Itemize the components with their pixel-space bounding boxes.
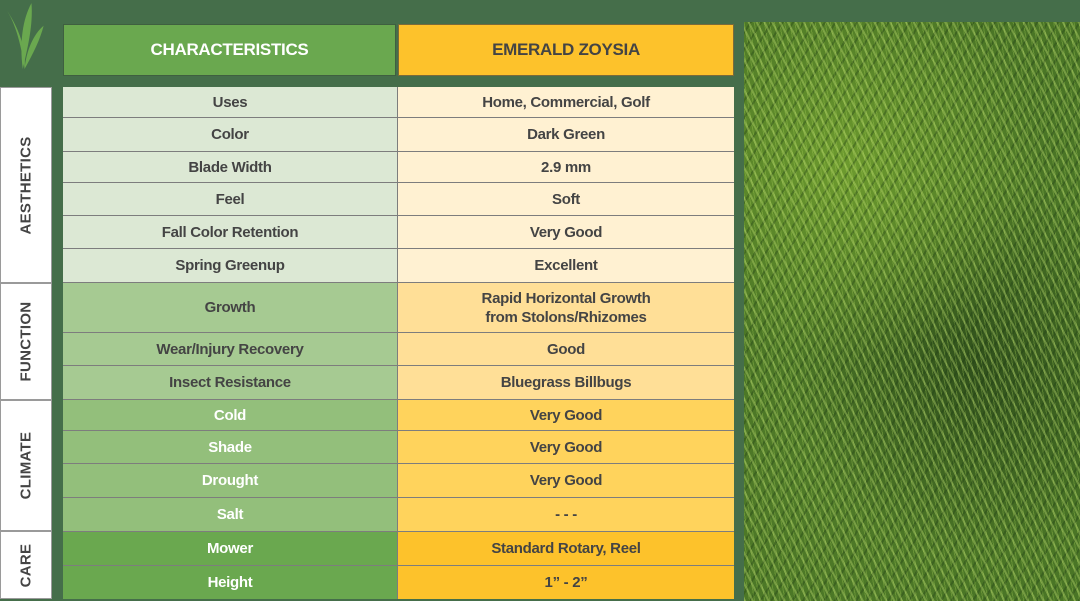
table-row: Spring Greenup Excellent bbox=[63, 249, 734, 283]
value-cell: Rapid Horizontal Growth from Stolons/Rhi… bbox=[398, 283, 734, 333]
characteristic-cell: Spring Greenup bbox=[63, 249, 398, 283]
category-function: FUNCTION bbox=[0, 283, 52, 400]
characteristic-cell: Growth bbox=[63, 283, 398, 333]
value-cell: Soft bbox=[398, 183, 734, 216]
value-line-1: Rapid Horizontal Growth bbox=[481, 289, 651, 307]
characteristic-cell: Uses bbox=[63, 87, 398, 118]
table-row: Shade Very Good bbox=[63, 431, 734, 464]
characteristic-cell: Wear/Injury Recovery bbox=[63, 333, 398, 366]
table-row: Growth Rapid Horizontal Growth from Stol… bbox=[63, 283, 734, 333]
characteristic-cell: Height bbox=[63, 566, 398, 599]
value-cell: Excellent bbox=[398, 249, 734, 283]
grass-photo bbox=[744, 22, 1080, 601]
characteristic-cell: Mower bbox=[63, 532, 398, 566]
value-cell: 2.9 mm bbox=[398, 152, 734, 183]
table-row: Salt - - - bbox=[63, 498, 734, 532]
category-aesthetics: AESTHETICS bbox=[0, 87, 52, 283]
value-cell: Very Good bbox=[398, 400, 734, 431]
variety-header: EMERALD ZOYSIA bbox=[398, 24, 734, 76]
characteristic-cell: Shade bbox=[63, 431, 398, 464]
value-cell: Very Good bbox=[398, 216, 734, 249]
value-cell: Very Good bbox=[398, 464, 734, 498]
table-row: Wear/Injury Recovery Good bbox=[63, 333, 734, 366]
value-cell: Dark Green bbox=[398, 118, 734, 152]
table-row: Blade Width 2.9 mm bbox=[63, 152, 734, 183]
value-cell: Very Good bbox=[398, 431, 734, 464]
characteristic-cell: Cold bbox=[63, 400, 398, 431]
table-row: Fall Color Retention Very Good bbox=[63, 216, 734, 249]
table-row: Mower Standard Rotary, Reel bbox=[63, 532, 734, 566]
value-cell: 1” - 2” bbox=[398, 566, 734, 599]
table-row: Color Dark Green bbox=[63, 118, 734, 152]
category-care: CARE bbox=[0, 531, 52, 599]
characteristic-cell: Blade Width bbox=[63, 152, 398, 183]
table-row: Feel Soft bbox=[63, 183, 734, 216]
characteristic-cell: Drought bbox=[63, 464, 398, 498]
value-cell: Good bbox=[398, 333, 734, 366]
characteristic-cell: Feel bbox=[63, 183, 398, 216]
category-climate: CLIMATE bbox=[0, 400, 52, 531]
characteristic-cell: Fall Color Retention bbox=[63, 216, 398, 249]
value-line-2: from Stolons/Rhizomes bbox=[485, 308, 647, 326]
table-row: Height 1” - 2” bbox=[63, 566, 734, 599]
value-cell: Standard Rotary, Reel bbox=[398, 532, 734, 566]
value-cell: Home, Commercial, Golf bbox=[398, 87, 734, 118]
characteristic-cell: Salt bbox=[63, 498, 398, 532]
value-cell: - - - bbox=[398, 498, 734, 532]
table-row: Drought Very Good bbox=[63, 464, 734, 498]
characteristic-cell: Color bbox=[63, 118, 398, 152]
table-row: Cold Very Good bbox=[63, 400, 734, 431]
characteristics-header: CHARACTERISTICS bbox=[63, 24, 396, 76]
table-row: Insect Resistance Bluegrass Billbugs bbox=[63, 366, 734, 400]
table-row: Uses Home, Commercial, Golf bbox=[63, 87, 734, 118]
grass-blade-icon bbox=[5, 3, 44, 70]
characteristic-cell: Insect Resistance bbox=[63, 366, 398, 400]
value-cell: Bluegrass Billbugs bbox=[398, 366, 734, 400]
